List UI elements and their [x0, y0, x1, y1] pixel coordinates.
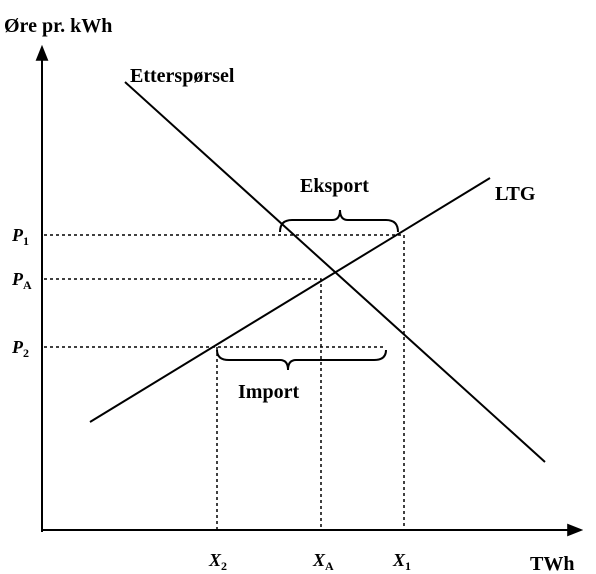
y-axis-label: Øre pr. kWh [4, 15, 112, 37]
guide-p1 [44, 234, 405, 530]
subscript: 2 [221, 559, 227, 573]
supply-curve [89, 177, 491, 423]
symbol: P [11, 225, 24, 245]
supply-label: LTG [495, 183, 536, 205]
subscript: 1 [405, 559, 411, 573]
price-label: P1 [11, 225, 29, 248]
demand-label: Etterspørsel [130, 65, 235, 87]
symbol: X [392, 550, 406, 570]
export-label: Eksport [300, 175, 369, 197]
symbol: X [208, 550, 222, 570]
subscript: A [325, 559, 334, 573]
quantity-label: XA [312, 550, 334, 573]
price-label: P2 [11, 337, 29, 360]
guide-pa [44, 278, 322, 530]
subscript: 2 [23, 346, 29, 360]
quantity-label: X2 [208, 550, 227, 573]
symbol: X [312, 550, 326, 570]
subscript: 1 [23, 234, 29, 248]
import-label: Import [238, 381, 299, 403]
subscript: A [23, 278, 32, 292]
import-brace [216, 349, 387, 371]
x-axis-label: TWh [530, 553, 574, 574]
symbol: P [11, 269, 24, 289]
price-label: PA [11, 269, 32, 292]
quantity-label: X1 [392, 550, 411, 573]
export-brace [279, 209, 399, 233]
symbol: P [11, 337, 24, 357]
